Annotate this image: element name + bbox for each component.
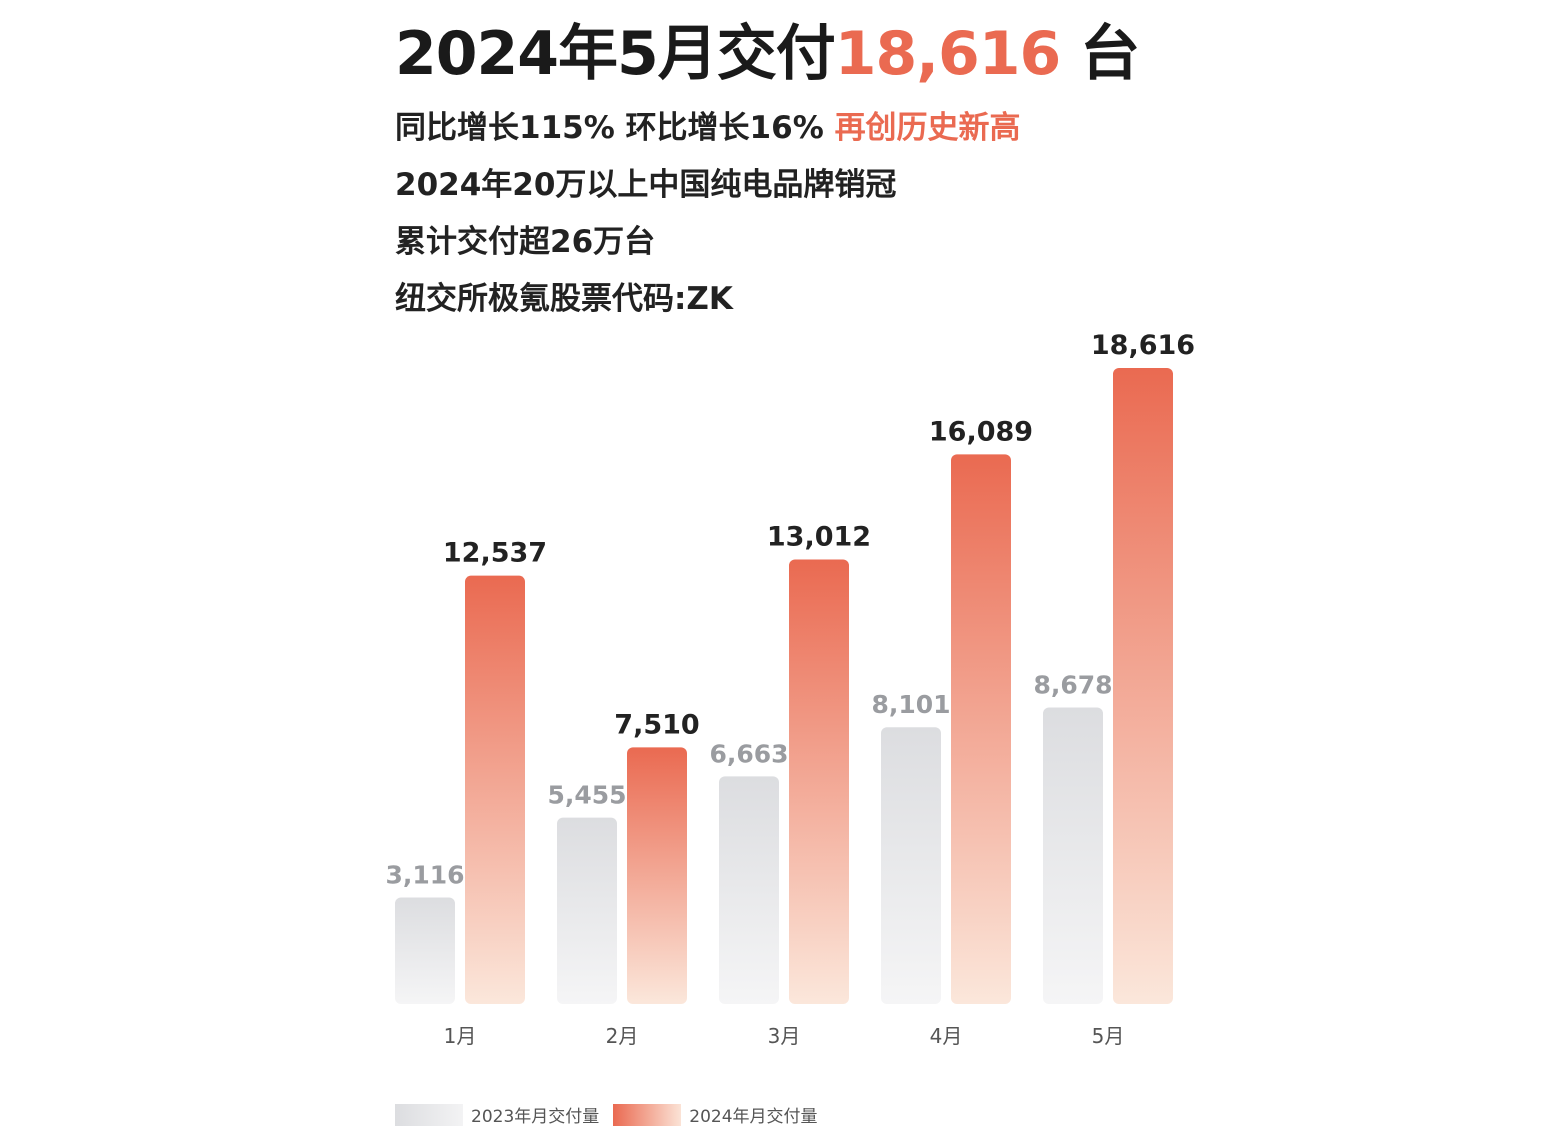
bar-2023-3	[719, 776, 779, 1004]
x-tick-label-2: 2月	[606, 1024, 639, 1048]
legend-swatch-2024	[613, 1103, 682, 1126]
bar-2023-5	[1043, 707, 1103, 1004]
legend-swatch-2023	[395, 1103, 463, 1126]
value-label-2024-3: 13,012	[767, 521, 871, 552]
record-high-text: 再创历史新高	[834, 110, 1021, 146]
value-label-2023-2: 5,455	[547, 781, 626, 810]
bar-2023-1	[395, 897, 455, 1004]
brand-sales-line: 2024年20万以上中国纯电品牌销冠	[395, 167, 897, 203]
x-tick-label-1: 1月	[444, 1024, 477, 1048]
x-tick-label-4: 4月	[930, 1024, 963, 1048]
bar-2023-2	[557, 817, 617, 1004]
headline-highlight: 18,616	[834, 19, 1062, 89]
bar-2024-3	[789, 559, 849, 1004]
headline-prefix: 2024年5月交付	[395, 19, 836, 89]
bar-2024-1	[465, 575, 525, 1004]
growth-line: 同比增长115% 环比增长16% 再创历史新高	[395, 108, 1021, 148]
headline: 2024年5月交付18,616 台	[395, 18, 1140, 90]
value-label-2024-5: 18,616	[1091, 330, 1195, 361]
ticker-line: 纽交所极氪股票代码:ZK	[395, 281, 733, 317]
cumulative-line: 累计交付超26万台	[395, 224, 656, 260]
bar-2024-2	[627, 747, 687, 1004]
x-tick-label-5: 5月	[1092, 1024, 1125, 1048]
bar-2024-5	[1113, 368, 1173, 1004]
headline-suffix: 台	[1060, 19, 1140, 89]
value-label-2024-2: 7,510	[614, 709, 699, 740]
value-label-2023-4: 8,101	[871, 690, 950, 719]
value-label-2023-5: 8,678	[1033, 671, 1112, 700]
x-tick-label-3: 3月	[768, 1024, 801, 1048]
bar-2024-4	[951, 454, 1011, 1004]
value-label-2023-3: 6,663	[709, 739, 788, 768]
legend-item-2023: 2023年月交付量	[395, 1102, 599, 1127]
growth-text: 同比增长115% 环比增长16%	[395, 110, 835, 146]
legend-label-2024: 2024年月交付量	[689, 1107, 818, 1127]
legend-item-2024: 2024年月交付量	[613, 1102, 818, 1127]
value-label-2024-1: 12,537	[443, 538, 547, 569]
chart-legend: 2023年月交付量 2024年月交付量	[395, 1102, 832, 1127]
legend-label-2023: 2023年月交付量	[471, 1107, 600, 1127]
value-label-2024-4: 16,089	[929, 416, 1033, 447]
value-label-2023-1: 3,116	[385, 861, 464, 890]
bar-2023-4	[881, 727, 941, 1004]
